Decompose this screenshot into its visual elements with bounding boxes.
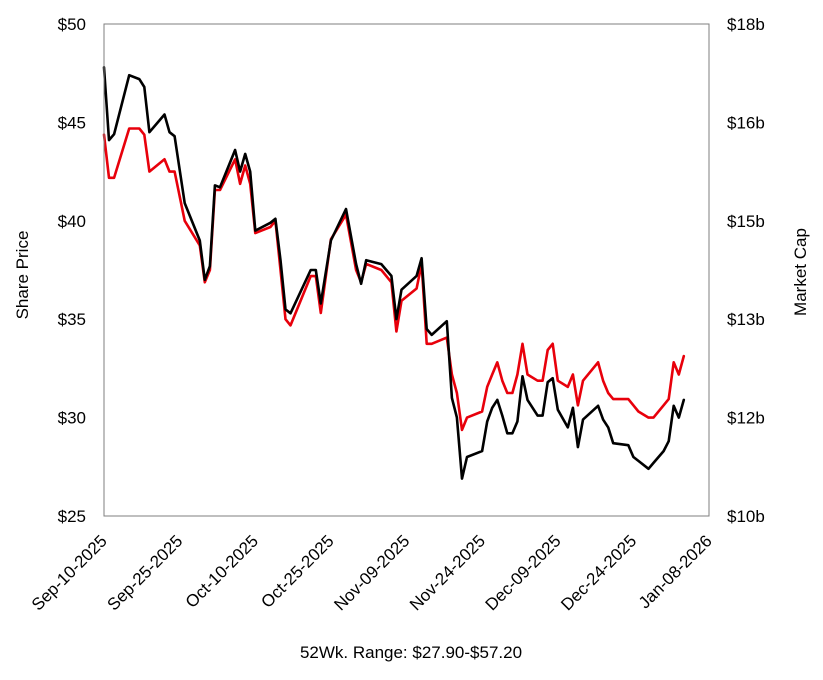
y-left-tick-label: $40 [58, 212, 86, 231]
x-tick-label: Nov-09-2025 [330, 531, 413, 614]
x-axis-ticks: Sep-10-2025Sep-25-2025Oct-10-2025Oct-25-… [28, 531, 716, 614]
y-right-tick-label: $10b [727, 507, 765, 526]
y-axis-right-title: Market Cap [791, 228, 810, 316]
x-tick-label: Dec-24-2025 [557, 531, 640, 614]
plot-frame [103, 23, 710, 517]
52-week-range-label: 52Wk. Range: $27.90-$57.20 [300, 643, 522, 662]
x-tick-label: Sep-10-2025 [28, 531, 111, 614]
y-right-tick-label: $15b [727, 212, 765, 231]
x-tick-label: Jan-08-2026 [635, 531, 716, 612]
y-left-tick-label: $35 [58, 310, 86, 329]
y-right-tick-label: $18b [727, 15, 765, 34]
y-axis-right-ticks: $10b $12b $13b $15b $16b $18b [727, 15, 765, 526]
y-left-tick-label: $45 [58, 113, 86, 132]
share-price-line [102, 66, 686, 480]
x-tick-label: Nov-24-2025 [406, 531, 489, 614]
x-tick-label: Oct-25-2025 [257, 531, 337, 611]
y-left-tick-label: $50 [58, 15, 86, 34]
y-right-tick-label: $16b [727, 113, 765, 132]
y-left-tick-label: $30 [58, 409, 86, 428]
x-tick-label: Dec-09-2025 [482, 531, 565, 614]
x-tick-label: Oct-10-2025 [182, 531, 262, 611]
y-left-tick-label: $25 [58, 507, 86, 526]
x-tick-label: Sep-25-2025 [104, 531, 187, 614]
series-layer [102, 66, 686, 480]
y-axis-left-title: Share Price [13, 231, 32, 320]
y-right-tick-label: $12b [727, 409, 765, 428]
y-right-tick-label: $13b [727, 310, 765, 329]
y-axis-left-ticks: $25 $30 $35 $40 $45 $50 [58, 15, 86, 526]
market-cap-line [102, 127, 686, 432]
